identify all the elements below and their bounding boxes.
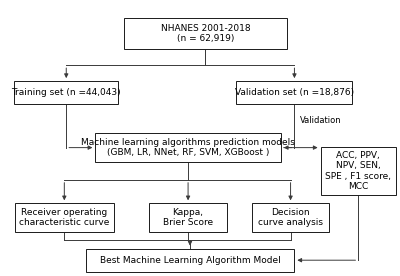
FancyBboxPatch shape [15,203,114,232]
Text: Best Machine Learning Algorithm Model: Best Machine Learning Algorithm Model [100,256,280,265]
FancyBboxPatch shape [86,248,294,272]
Text: Validation: Validation [300,116,342,125]
Text: Receiver operating
characteristic curve: Receiver operating characteristic curve [19,208,110,227]
FancyBboxPatch shape [320,147,396,195]
Text: Kappa,
Brier Score: Kappa, Brier Score [163,208,213,227]
FancyBboxPatch shape [252,203,329,232]
Text: Decision
curve analysis: Decision curve analysis [258,208,323,227]
Text: ACC, PPV,
NPV, SEN,
SPE , F1 score,
MCC: ACC, PPV, NPV, SEN, SPE , F1 score, MCC [325,151,391,191]
Text: NHANES 2001-2018
(n = 62,919): NHANES 2001-2018 (n = 62,919) [161,24,250,43]
Text: Machine learning algorithms prediction models
(GBM, LR, NNet, RF, SVM, XGBoost ): Machine learning algorithms prediction m… [81,138,295,157]
FancyBboxPatch shape [14,81,118,104]
FancyBboxPatch shape [150,203,227,232]
FancyBboxPatch shape [95,133,281,162]
Text: Validation set (n =18,876): Validation set (n =18,876) [235,88,354,97]
Text: Training set (n =44,043): Training set (n =44,043) [12,88,121,97]
FancyBboxPatch shape [124,18,287,49]
FancyBboxPatch shape [236,81,352,104]
